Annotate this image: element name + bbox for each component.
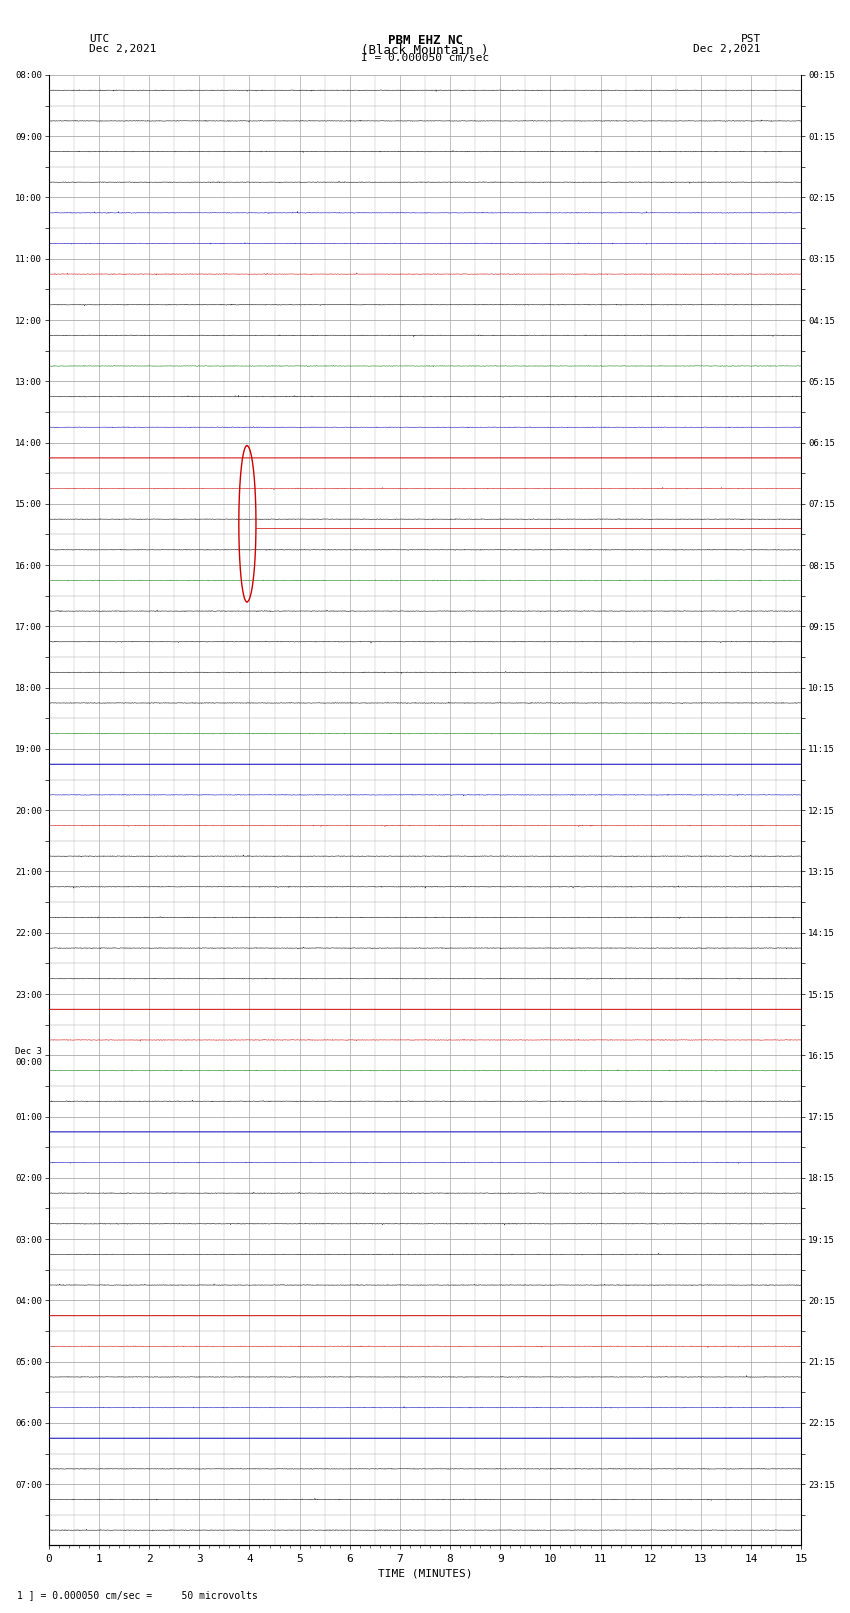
Text: PST: PST	[740, 34, 761, 44]
Text: (Black Mountain ): (Black Mountain )	[361, 44, 489, 56]
X-axis label: TIME (MINUTES): TIME (MINUTES)	[377, 1569, 473, 1579]
Text: UTC: UTC	[89, 34, 110, 44]
Text: PBM EHZ NC: PBM EHZ NC	[388, 34, 462, 47]
Text: I = 0.000050 cm/sec: I = 0.000050 cm/sec	[361, 53, 489, 63]
Text: 1 ] = 0.000050 cm/sec =     50 microvolts: 1 ] = 0.000050 cm/sec = 50 microvolts	[17, 1590, 258, 1600]
Text: Dec 2,2021: Dec 2,2021	[89, 44, 156, 53]
Text: Dec 2,2021: Dec 2,2021	[694, 44, 761, 53]
